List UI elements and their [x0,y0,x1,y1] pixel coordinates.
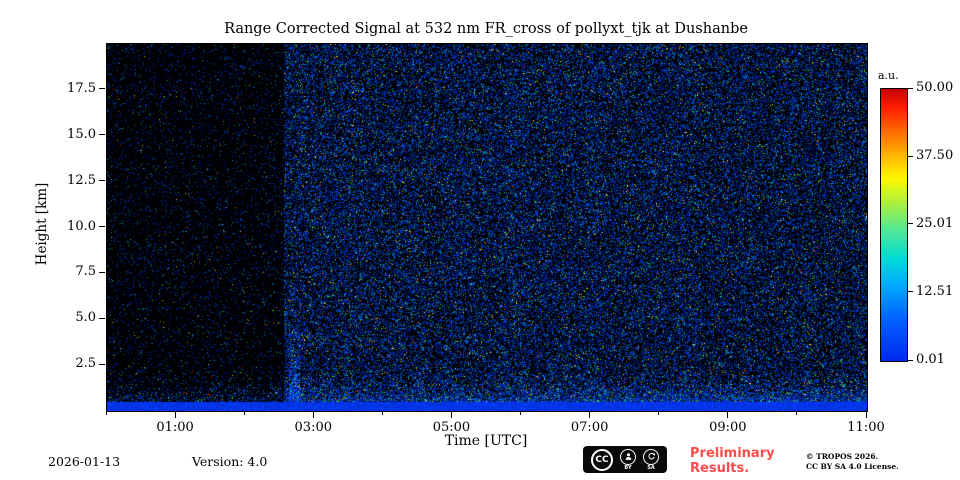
x-minor-tick [796,412,798,415]
x-major-tick [312,412,314,418]
copyright-line2: CC BY SA 4.0 License. [806,461,899,471]
copyright-line1: © TROPOS 2026. [806,452,879,461]
y-axis-label: Height [km] [34,182,50,266]
cc-logo-icon: CC [591,448,613,471]
copyright-note: © TROPOS 2026. CC BY SA 4.0 License. [806,452,899,471]
x-minor-tick [105,412,107,415]
chart-title: Range Corrected Signal at 532 nm FR_cros… [224,21,748,37]
colorbar-tick-label: 0.01 [916,352,945,367]
y-major-tick [99,226,105,227]
cc-by-group: BY [620,448,636,471]
y-major-tick [99,180,105,182]
y-tick-label: 7.5 [75,264,96,280]
colorbar-tick [908,359,913,361]
colorbar-tick-label: 25.01 [916,215,954,231]
preliminary-line1: Preliminary [690,446,775,461]
y-major-tick [99,271,105,273]
x-major-tick [450,412,452,418]
cc-sa-label: SA [647,464,655,471]
version-label: Version: 4.0 [192,454,268,469]
plot-area [106,43,868,412]
x-minor-tick [520,412,522,415]
x-major-tick [727,412,729,418]
y-tick-label: 2.5 [75,356,96,372]
cc-license-badge: CC BY SA [583,446,667,473]
x-major-tick [589,412,591,418]
heatmap-canvas [107,44,867,411]
x-axis-label: Time [UTC] [444,433,528,449]
date-label: 2026-01-13 [48,454,121,469]
y-major-tick [99,134,105,136]
preliminary-line2: Results. [690,460,750,476]
cc-sa-arrow-icon [643,448,659,465]
colorbar-tick-label: 50.00 [916,80,954,95]
y-tick-label: 12.5 [67,172,96,188]
cc-sa-group: SA [643,448,659,471]
y-tick-label: 17.5 [67,80,96,96]
cc-by-label: BY [624,464,632,471]
y-tick-label: 15.0 [67,126,96,142]
x-major-tick [174,412,176,418]
x-minor-tick [243,412,245,415]
colorbar-tick-label: 37.50 [916,148,954,163]
x-major-tick [865,412,867,418]
preliminary-note: Preliminary Results. [690,446,775,476]
colorbar-tick [908,155,913,157]
colorbar-unit-label: a.u. [878,69,899,82]
y-tick-label: 5.0 [75,310,96,326]
colorbar-tick-label: 12.51 [916,283,954,299]
colorbar-tick [908,87,913,89]
y-major-tick [99,88,105,90]
x-minor-tick [381,412,383,415]
colorbar-tick [908,223,913,225]
cc-by-person-icon [620,448,636,465]
x-minor-tick [658,412,660,415]
colorbar [880,88,908,362]
y-major-tick [99,317,105,319]
colorbar-tick [908,291,913,293]
y-major-tick [99,363,105,365]
y-tick-label: 10.0 [67,218,96,234]
